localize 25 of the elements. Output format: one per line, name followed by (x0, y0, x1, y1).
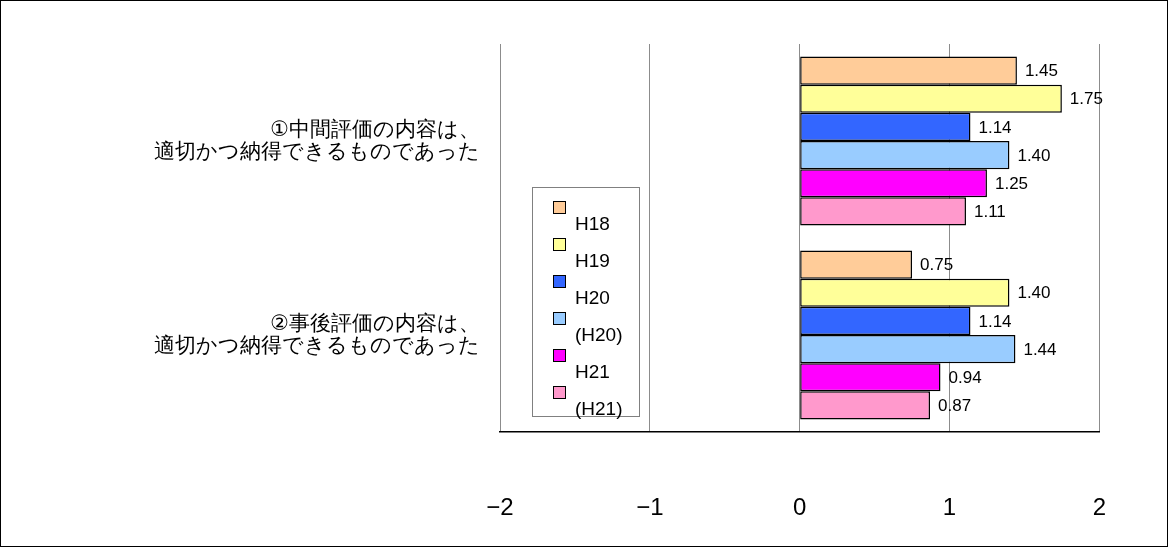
data-label: 1.40 (1017, 145, 1051, 165)
data-label: 1.11 (973, 202, 1006, 222)
data-label: 1.14 (978, 117, 1012, 137)
x-tick-label: 1 (942, 493, 957, 521)
legend-label: H20 (575, 287, 610, 309)
data-label: 1.14 (978, 311, 1012, 331)
x-tick-label: 2 (1092, 493, 1107, 521)
data-label: 0.75 (920, 255, 954, 275)
data-label: 1.40 (1017, 283, 1051, 303)
legend-label: (H21) (575, 398, 623, 420)
legend-label: H21 (575, 361, 610, 383)
legend-label: (H20) (575, 324, 623, 346)
data-label: 1.44 (1023, 339, 1057, 359)
legend-label: H18 (575, 213, 610, 235)
data-label: 1.25 (994, 173, 1029, 193)
x-tick-label: 0 (792, 493, 807, 521)
data-label: 1.45 (1024, 61, 1059, 81)
x-tick-label: −1 (636, 493, 664, 521)
data-label: 0.94 (948, 367, 982, 387)
data-label: 0.87 (938, 396, 972, 416)
y-tick-label: ②事後評価の内容は、適切かつ納得できるものであった (154, 310, 480, 356)
data-label: 1.75 (1069, 89, 1103, 109)
y-tick-label: ①中間評価の内容は、適切かつ納得できるものであった (154, 116, 480, 162)
x-tick-label: −2 (486, 493, 514, 521)
legend-label: H19 (575, 250, 610, 272)
